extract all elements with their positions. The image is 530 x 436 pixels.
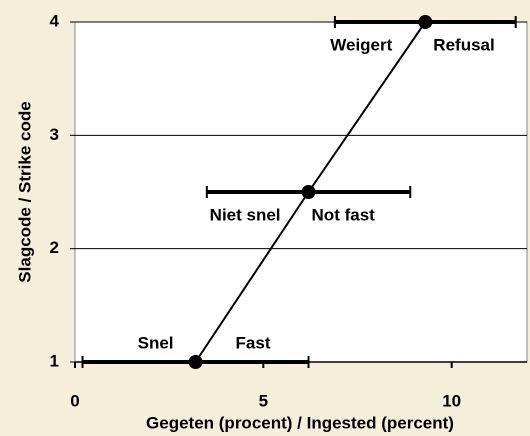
x-tick-label: 0 — [70, 391, 79, 410]
point — [418, 15, 433, 29]
x-tick-label: 5 — [259, 391, 268, 410]
y-tick-label: 3 — [50, 125, 59, 144]
annotation: Weigert — [330, 35, 392, 54]
y-tick-label: 2 — [50, 238, 59, 257]
x-axis-label: Gegeten (procent) / Ingested (percent) — [146, 413, 454, 432]
y-axis-label: Slagcode / Strike code — [15, 101, 34, 282]
point — [188, 355, 203, 369]
annotation: Refusal — [433, 35, 494, 54]
annotation: Fast — [236, 333, 271, 352]
annotation: Niet snel — [210, 205, 281, 224]
y-tick-label: 4 — [50, 11, 60, 30]
annotation: Not fast — [312, 205, 376, 224]
y-tick-label: 1 — [50, 351, 59, 370]
point — [301, 185, 316, 199]
x-tick-label: 10 — [442, 391, 461, 410]
annotation: Snel — [138, 333, 174, 352]
